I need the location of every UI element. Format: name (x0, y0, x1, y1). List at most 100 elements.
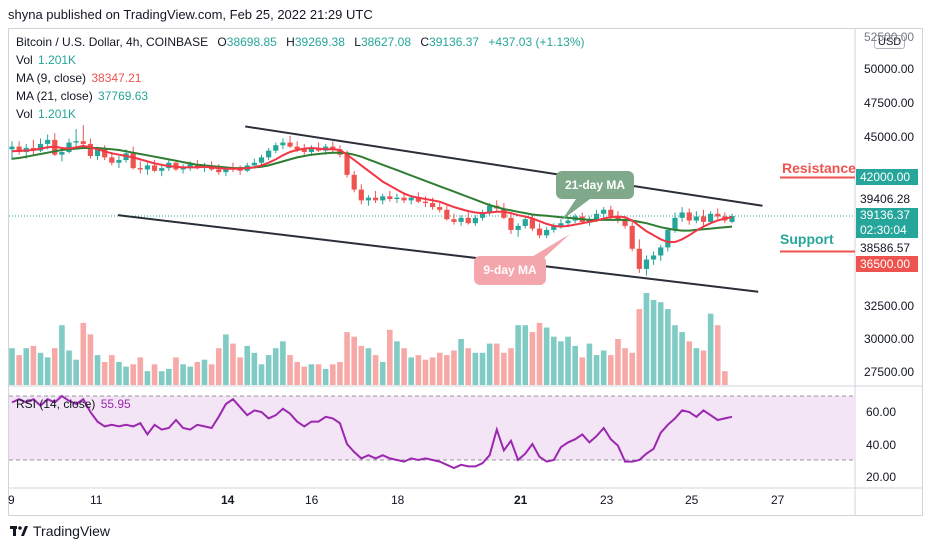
volume-bar (650, 299, 657, 385)
volume-bar (622, 348, 628, 385)
low-label: L (354, 35, 361, 49)
candle-body (237, 169, 243, 171)
volume-bar (444, 355, 450, 385)
candle-body (273, 145, 279, 151)
volume-bar (479, 352, 486, 385)
volume-bar (80, 322, 87, 385)
volume-bar (387, 329, 393, 385)
price-tick-47500: 47500.00 (864, 96, 915, 110)
ma9-callout: 9-day MA (474, 256, 546, 285)
last-price-value: 39136.37 (860, 208, 911, 222)
candle-body (458, 217, 464, 222)
volume-bar (280, 341, 286, 385)
close-label: C (420, 35, 430, 49)
volume-bar (187, 366, 194, 385)
volume-bar (722, 371, 728, 385)
footer-brand[interactable]: TradingView (10, 523, 110, 539)
volume-bar (472, 352, 479, 385)
volume-bar (679, 332, 685, 385)
candle-body (80, 141, 86, 144)
volume-bar (201, 359, 208, 385)
price-tick-27500: 27500.00 (864, 365, 915, 379)
volume-bar (586, 343, 593, 385)
candle-body (501, 208, 507, 218)
ma21-callout-pointer (562, 199, 590, 220)
volume-bar (657, 302, 664, 385)
published-banner: shyna published on TradingView.com, Feb … (8, 7, 373, 22)
volume-bar (579, 357, 586, 385)
volume-bar (116, 362, 122, 385)
volume-bar (272, 348, 279, 385)
resistance-annotation: Resistance (782, 160, 856, 176)
ma9-callout-pointer (530, 234, 570, 258)
chart-frame[interactable] (8, 28, 923, 516)
volume-bar (59, 325, 65, 385)
volume-bar (9, 348, 15, 385)
volume-bar (180, 364, 186, 385)
time-tick-14: 14 (221, 493, 235, 507)
volume-bar (173, 357, 179, 385)
candle-body (708, 213, 714, 222)
low-price-tag: 38586.57 (856, 240, 918, 256)
candle-body (408, 197, 414, 201)
price-tick-32500: 32500.00 (864, 299, 915, 313)
volume-bar (287, 355, 293, 385)
volume-bar (686, 341, 693, 385)
candle-body (650, 255, 657, 260)
volume-bar (394, 341, 400, 385)
volume-bar (600, 350, 607, 385)
candle-body (66, 142, 72, 152)
high-value: 39269.38 (294, 35, 345, 49)
candle-body (622, 220, 628, 226)
volume-bar (166, 368, 172, 385)
currency-badge[interactable]: USD (874, 35, 906, 49)
rsi-label: RSI (14, close) (16, 397, 96, 411)
ma21-value: 37769.63 (98, 89, 149, 103)
volume-bar (465, 348, 472, 385)
candle-body (479, 212, 486, 218)
price-tick-45000: 45000.00 (864, 130, 915, 144)
volume-bar (536, 322, 543, 385)
candle-body (422, 201, 429, 204)
candle-body (16, 146, 22, 152)
candle-body (693, 216, 699, 221)
volume-bar (486, 343, 493, 385)
candle-body (515, 225, 521, 230)
candle-body (715, 213, 721, 217)
price-tick-52500: 52500.00 (864, 30, 915, 44)
low-value: 38627.08 (360, 35, 411, 49)
candle-body (636, 248, 642, 269)
volume-bar (593, 355, 600, 385)
candle-body (665, 229, 671, 248)
candle-body (73, 141, 79, 143)
volume-bar (451, 350, 457, 385)
candle-body (672, 217, 678, 230)
volume-bar (550, 336, 557, 385)
volume-bar (643, 293, 650, 385)
volume-label-2: Vol (16, 107, 33, 121)
volume-bar (629, 352, 635, 385)
candle-body (137, 168, 143, 170)
price-tick-50000: 50000.00 (864, 62, 915, 76)
candle-body (159, 168, 165, 171)
volume-bar (379, 362, 386, 385)
volume-bar (337, 362, 343, 385)
symbol-name: Bitcoin / U.S. Dollar, 4h, COINBASE (16, 35, 209, 49)
candle-body (187, 164, 193, 167)
volume-bar (44, 357, 51, 385)
candle-body (679, 212, 685, 218)
candle-body (522, 219, 528, 226)
volume-bar (501, 352, 507, 385)
volume-bar (23, 348, 30, 385)
candle-body (251, 162, 257, 166)
candle-body (102, 149, 108, 158)
candle-body (658, 247, 664, 256)
candle-body (565, 220, 571, 224)
ma21-legend: MA (21, close) 37769.63 (16, 89, 148, 103)
volume-bar (301, 366, 308, 385)
rsi-line (11, 394, 733, 470)
time-tick-21: 21 (514, 493, 528, 507)
candle-body (487, 205, 493, 213)
candle-body (472, 217, 478, 224)
